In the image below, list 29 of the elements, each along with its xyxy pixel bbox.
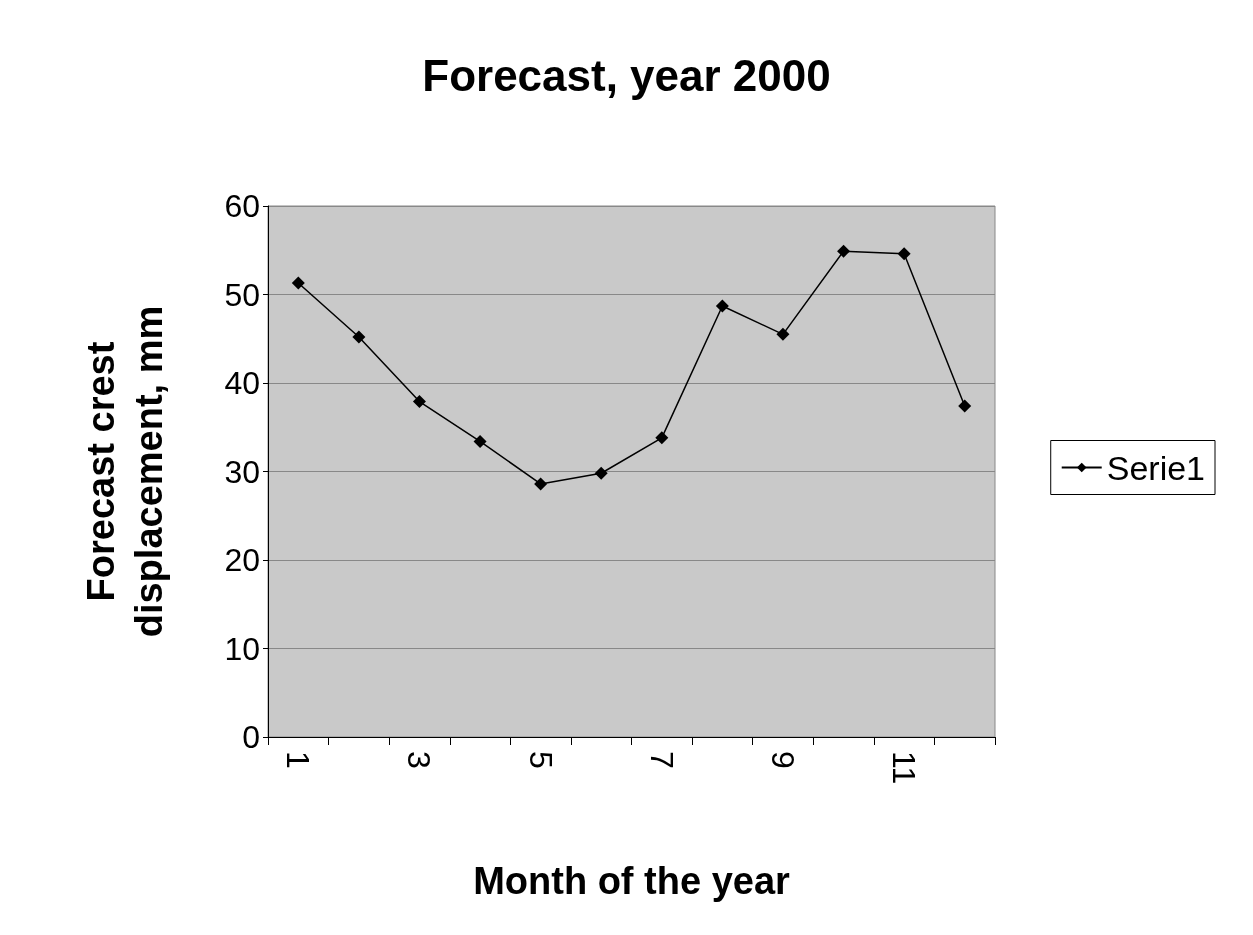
y-tick-label: 30 [224,453,260,490]
x-tick-label: 5 [522,751,559,769]
x-tick-label: 11 [886,751,923,785]
point [715,299,729,313]
y-tick-label: 60 [224,188,260,224]
x-tick-label: 3 [401,751,438,769]
y-tick-label: 20 [224,542,260,578]
point [655,431,669,445]
y-tick-label: 10 [224,630,260,667]
point [958,399,972,413]
chart-title: Forecast, year 2000 [422,50,831,100]
point [412,395,426,409]
point [352,330,366,344]
point [291,276,305,290]
x-tick-label: 1 [280,751,317,769]
point [594,466,608,480]
point [776,327,790,341]
legend-label: Serie1 [1106,448,1205,487]
point [897,247,911,261]
point [473,434,487,448]
x-tick-label: 7 [643,751,680,769]
x-tick-label: 9 [764,751,801,769]
y-tick-label: 50 [224,276,260,313]
y-tick-label: 0 [242,719,260,755]
point [534,477,548,491]
y-axis-title: Forecast crest displacement, mm [80,305,170,638]
point [837,244,851,258]
y-tick-label: 40 [224,365,260,401]
x-axis-title: Month of the year [473,860,791,902]
